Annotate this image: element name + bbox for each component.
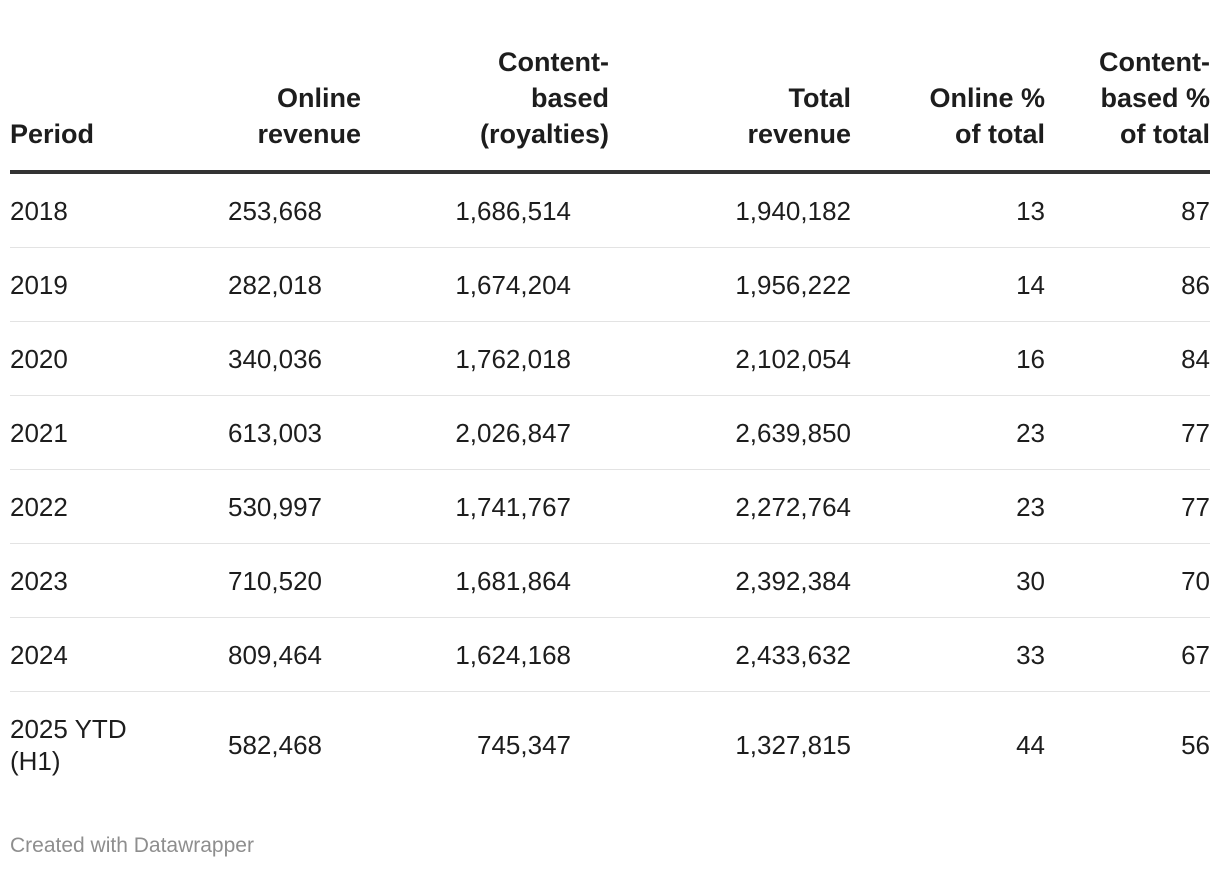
cell-online-pct: 30 xyxy=(851,543,1045,618)
cell-online-revenue: 530,997 xyxy=(170,469,361,544)
cell-online-pct: 33 xyxy=(851,617,1045,692)
cell-total-revenue: 1,956,222 xyxy=(609,247,851,322)
cell-online-pct: 16 xyxy=(851,321,1045,396)
table-row: 2023 710,520 1,681,864 2,392,384 30 70 xyxy=(10,543,1210,618)
cell-online-revenue: 710,520 xyxy=(170,543,361,618)
cell-content-pct: 84 xyxy=(1045,321,1210,396)
cell-content-pct: 77 xyxy=(1045,395,1210,470)
cell-online-pct: 13 xyxy=(851,172,1045,248)
cell-online-revenue: 282,018 xyxy=(170,247,361,322)
header-content-pct[interactable]: Content- based % of total xyxy=(1045,44,1210,174)
header-period[interactable]: Period xyxy=(10,44,170,174)
cell-content-based: 2,026,847 xyxy=(361,395,609,470)
cell-period: 2020 xyxy=(10,321,170,396)
cell-online-revenue: 340,036 xyxy=(170,321,361,396)
cell-total-revenue: 1,327,815 xyxy=(735,730,851,760)
cell-total-revenue: 1,940,182 xyxy=(609,172,851,248)
cell-total-revenue: 2,639,850 xyxy=(609,395,851,470)
cell-content-based: 1,741,767 xyxy=(361,469,609,544)
cell-online-pct: 23 xyxy=(851,395,1045,470)
cell-online-pct: 23 xyxy=(851,469,1045,544)
cell-period: 2022 xyxy=(10,469,170,544)
cell-period: 2025 YTD (H1) xyxy=(10,714,127,776)
cell-content-pct: 87 xyxy=(1045,172,1210,248)
cell-period: 2021 xyxy=(10,395,170,470)
cell-content-pct: 70 xyxy=(1045,543,1210,618)
data-table-container: Period Online revenue Content- based (ro… xyxy=(10,44,1210,798)
table-row: 2025 YTD (H1) 582,468 745,347 1,327,815 … xyxy=(10,692,1210,799)
header-row: Period Online revenue Content- based (ro… xyxy=(10,44,1210,174)
header-online-pct[interactable]: Online % of total xyxy=(851,44,1045,174)
table-row: 2020 340,036 1,762,018 2,102,054 16 84 xyxy=(10,321,1210,396)
table-row: 2018 253,668 1,686,514 1,940,182 13 87 xyxy=(10,172,1210,248)
cell-content-based: 1,624,168 xyxy=(361,617,609,692)
table-row: 2021 613,003 2,026,847 2,639,850 23 77 xyxy=(10,395,1210,470)
cell-total-revenue: 2,102,054 xyxy=(609,321,851,396)
cell-content-pct: 56 xyxy=(1181,730,1210,760)
cell-content-based: 1,681,864 xyxy=(361,543,609,618)
cell-content-based: 745,347 xyxy=(477,730,571,760)
table-row: 2022 530,997 1,741,767 2,272,764 23 77 xyxy=(10,469,1210,544)
cell-online-revenue: 253,668 xyxy=(170,172,361,248)
cell-total-revenue: 2,392,384 xyxy=(609,543,851,618)
cell-online-revenue: 613,003 xyxy=(170,395,361,470)
cell-content-pct: 67 xyxy=(1045,617,1210,692)
cell-period: 2019 xyxy=(10,247,170,322)
cell-content-pct: 77 xyxy=(1045,469,1210,544)
datawrapper-credit[interactable]: Created with Datawrapper xyxy=(10,834,254,857)
header-total-revenue[interactable]: Total revenue xyxy=(609,44,851,174)
table-row: 2019 282,018 1,674,204 1,956,222 14 86 xyxy=(10,247,1210,322)
cell-online-pct: 14 xyxy=(851,247,1045,322)
revenue-table: Period Online revenue Content- based (ro… xyxy=(10,44,1210,798)
header-online-revenue[interactable]: Online revenue xyxy=(170,44,361,174)
table-row: 2024 809,464 1,624,168 2,433,632 33 67 xyxy=(10,617,1210,692)
cell-period: 2023 xyxy=(10,543,170,618)
cell-online-pct: 44 xyxy=(1016,730,1045,760)
cell-content-based: 1,686,514 xyxy=(361,172,609,248)
cell-content-based: 1,674,204 xyxy=(361,247,609,322)
cell-content-pct: 86 xyxy=(1045,247,1210,322)
cell-online-revenue: 582,468 xyxy=(228,730,322,760)
header-content-based[interactable]: Content- based (royalties) xyxy=(361,44,609,174)
cell-period: 2018 xyxy=(10,172,170,248)
cell-period: 2024 xyxy=(10,617,170,692)
cell-content-based: 1,762,018 xyxy=(361,321,609,396)
cell-total-revenue: 2,272,764 xyxy=(609,469,851,544)
cell-total-revenue: 2,433,632 xyxy=(609,617,851,692)
cell-online-revenue: 809,464 xyxy=(170,617,361,692)
